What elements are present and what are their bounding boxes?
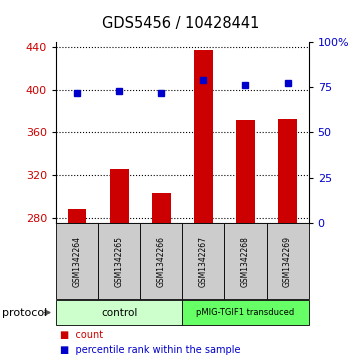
Text: GSM1342265: GSM1342265 (115, 236, 123, 287)
Text: pMIG-TGIF1 transduced: pMIG-TGIF1 transduced (196, 308, 295, 317)
Text: control: control (101, 307, 137, 318)
Bar (68, 209, 87, 223)
Text: GSM1342266: GSM1342266 (157, 236, 166, 287)
Bar (278, 119, 297, 223)
Bar (110, 169, 129, 223)
Text: GSM1342264: GSM1342264 (73, 236, 82, 287)
Text: GSM1342269: GSM1342269 (283, 236, 292, 287)
Text: GSM1342268: GSM1342268 (241, 236, 250, 287)
Text: protocol: protocol (2, 307, 47, 318)
Bar (236, 120, 255, 223)
Text: ■  count: ■ count (60, 330, 103, 340)
Bar (194, 50, 213, 223)
Text: GDS5456 / 10428441: GDS5456 / 10428441 (102, 16, 259, 31)
Text: GSM1342267: GSM1342267 (199, 236, 208, 287)
Bar (152, 193, 171, 223)
Text: ■  percentile rank within the sample: ■ percentile rank within the sample (60, 345, 240, 355)
